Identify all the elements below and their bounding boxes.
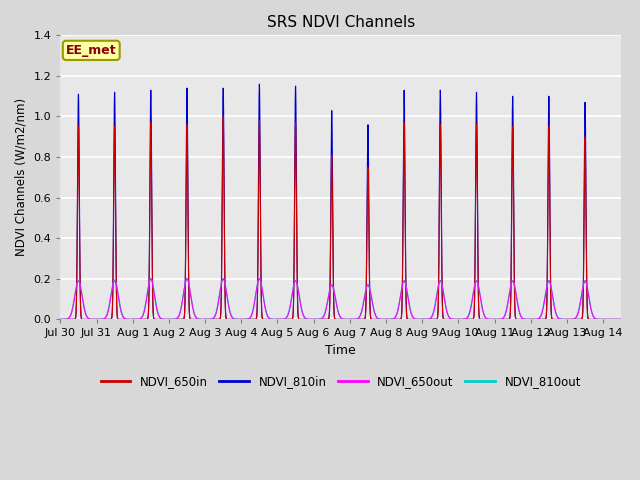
Legend: NDVI_650in, NDVI_810in, NDVI_650out, NDVI_810out: NDVI_650in, NDVI_810in, NDVI_650out, NDV… <box>96 371 586 393</box>
X-axis label: Time: Time <box>325 344 356 357</box>
Y-axis label: NDVI Channels (W/m2/nm): NDVI Channels (W/m2/nm) <box>15 98 28 256</box>
Title: SRS NDVI Channels: SRS NDVI Channels <box>267 15 415 30</box>
Text: EE_met: EE_met <box>66 44 116 57</box>
